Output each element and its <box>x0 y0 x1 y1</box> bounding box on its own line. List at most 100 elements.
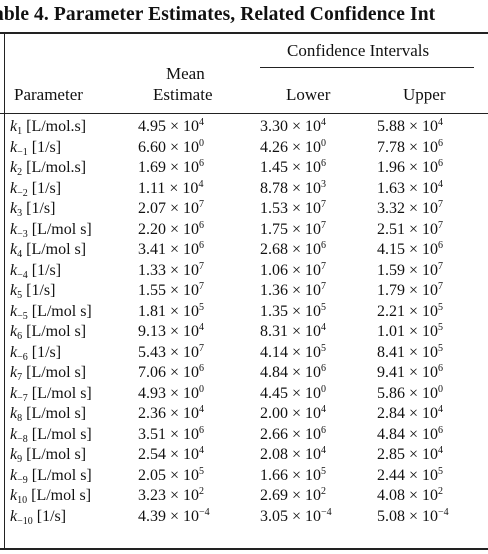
parameter-cell: k1 [L/mol.s] <box>10 117 86 138</box>
mean-value: 3.23 × 102 <box>138 486 204 507</box>
parameter-subscript: −8 <box>17 434 28 445</box>
mantissa: 1.79 <box>377 282 405 299</box>
parameter-cell: k3 [1/s] <box>10 199 55 220</box>
mantissa: 1.45 <box>260 159 288 176</box>
times-ten: × 10 <box>166 262 199 279</box>
exponent: 4 <box>199 445 204 456</box>
mean-value: 4.39 × 10−4 <box>138 507 210 528</box>
upper-value: 1.59 × 107 <box>377 261 443 282</box>
parameter-unit: [1/s] <box>28 344 61 361</box>
confidence-intervals-header: Confidence Intervals <box>287 41 429 61</box>
parameter-unit: [1/s] <box>22 282 55 299</box>
times-ten: × 10 <box>165 180 198 197</box>
mantissa: 2.08 <box>260 446 288 463</box>
exponent: 5 <box>438 322 443 333</box>
mantissa: 4.84 <box>260 364 288 381</box>
upper-value: 5.86 × 100 <box>377 384 443 405</box>
exponent: 4 <box>438 117 443 128</box>
times-ten: × 10 <box>288 385 321 402</box>
mantissa: 1.66 <box>260 467 288 484</box>
times-ten: × 10 <box>288 159 321 176</box>
lower-value: 4.45 × 100 <box>260 384 326 405</box>
table-row: k−10 [1/s] 4.39 × 10−4 3.05 × 10−4 5.08 × 1… <box>0 507 488 528</box>
exponent: 4 <box>321 322 326 333</box>
mantissa: 1.01 <box>377 323 405 340</box>
mean-value: 2.07 × 107 <box>138 199 204 220</box>
times-ten: × 10 <box>166 200 199 217</box>
parameter-cell: k−4 [1/s] <box>10 261 61 282</box>
mantissa: 3.23 <box>138 487 166 504</box>
mantissa: 1.53 <box>260 200 288 217</box>
exponent: 4 <box>321 117 326 128</box>
upper-value: 1.79 × 107 <box>377 281 443 302</box>
mantissa: 8.31 <box>260 323 288 340</box>
parameter-unit: [L/mol.s] <box>22 159 86 176</box>
exponent: 7 <box>321 281 326 292</box>
lower-value: 2.08 × 104 <box>260 445 326 466</box>
mantissa: 1.96 <box>377 159 405 176</box>
times-ten: × 10 <box>405 446 438 463</box>
mantissa: 1.11 <box>138 180 165 197</box>
exponent: 5 <box>199 466 204 477</box>
times-ten: × 10 <box>405 467 438 484</box>
mantissa: 4.84 <box>377 426 405 443</box>
parameter-cell: k4 [L/mol s] <box>10 240 86 261</box>
exponent: 4 <box>198 179 203 190</box>
times-ten: × 10 <box>166 323 199 340</box>
exponent: −4 <box>321 507 332 518</box>
parameter-cell: k6 [L/mol s] <box>10 322 86 343</box>
mean-value: 1.55 × 107 <box>138 281 204 302</box>
upper-header: Upper <box>403 85 445 105</box>
mantissa: 3.32 <box>377 200 405 217</box>
mean-value: 3.41 × 106 <box>138 240 204 261</box>
times-ten: × 10 <box>166 139 199 156</box>
mean-value: 2.54 × 104 <box>138 445 204 466</box>
upper-value: 4.15 × 106 <box>377 240 443 261</box>
lower-value: 1.53 × 107 <box>260 199 326 220</box>
mantissa: 4.15 <box>377 241 405 258</box>
mantissa: 1.81 <box>138 303 166 320</box>
parameter-unit: [1/s] <box>22 200 55 217</box>
table-title: able 4. Parameter Estimates, Related Con… <box>0 4 435 26</box>
exponent: 6 <box>199 425 204 436</box>
times-ten: × 10 <box>166 508 199 525</box>
exponent: 6 <box>321 158 326 169</box>
times-ten: × 10 <box>166 385 199 402</box>
upper-value: 2.51 × 107 <box>377 220 443 241</box>
parameter-cell: k8 [L/mol s] <box>10 404 86 425</box>
table-row: k−1 [1/s] 6.60 × 100 4.26 × 100 7.78 × 106 <box>0 138 488 159</box>
mantissa: 1.55 <box>138 282 166 299</box>
exponent: 7 <box>321 261 326 272</box>
mantissa: 5.08 <box>377 508 405 525</box>
mantissa: 2.07 <box>138 200 166 217</box>
times-ten: × 10 <box>288 426 321 443</box>
mean-value: 2.20 × 106 <box>138 220 204 241</box>
table-row: k−4 [1/s] 1.33 × 107 1.06 × 107 1.59 × 107 <box>0 261 488 282</box>
times-ten: × 10 <box>288 303 321 320</box>
parameter-subscript: −10 <box>17 516 33 527</box>
exponent: 6 <box>321 363 326 374</box>
mantissa: 2.20 <box>138 221 166 238</box>
times-ten: × 10 <box>405 303 438 320</box>
mantissa: 9.13 <box>138 323 166 340</box>
exponent: −4 <box>199 507 210 518</box>
times-ten: × 10 <box>166 344 199 361</box>
times-ten: × 10 <box>405 159 438 176</box>
exponent: −4 <box>438 507 449 518</box>
mantissa: 8.78 <box>260 180 288 197</box>
lower-header: Lower <box>286 85 330 105</box>
mantissa: 1.59 <box>377 262 405 279</box>
mantissa: 4.14 <box>260 344 288 361</box>
parameter-unit: [1/s] <box>28 262 61 279</box>
times-ten: × 10 <box>166 446 199 463</box>
exponent: 6 <box>321 240 326 251</box>
parameter-cell: k−2 [1/s] <box>10 179 61 200</box>
exponent: 5 <box>199 302 204 313</box>
mean-header-line2: Estimate <box>153 85 212 105</box>
header-rule <box>0 113 488 114</box>
times-ten: × 10 <box>166 303 199 320</box>
exponent: 5 <box>321 302 326 313</box>
parameter-unit: [1/s] <box>33 508 66 525</box>
mantissa: 3.05 <box>260 508 288 525</box>
table-row: k5 [1/s] 1.55 × 107 1.36 × 107 1.79 × 107 <box>0 281 488 302</box>
